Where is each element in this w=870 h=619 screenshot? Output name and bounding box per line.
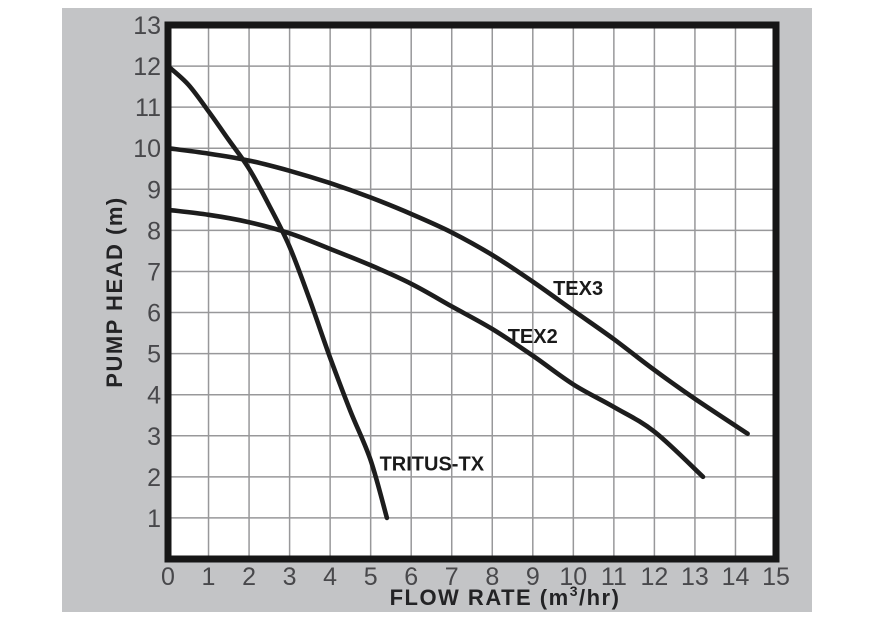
x-tick-label: 14	[722, 563, 750, 591]
y-axis-title: PUMP HEAD (m)	[102, 196, 127, 387]
curve-label-tritus-tx: TRITUS-TX	[380, 454, 485, 476]
y-tick-label: 2	[147, 464, 161, 492]
y-tick-label: 13	[133, 12, 161, 40]
curves	[165, 63, 750, 521]
plot-border	[164, 21, 780, 563]
x-tick-label: 13	[681, 563, 709, 591]
x-tick-label: 6	[404, 563, 418, 591]
x-tick-label: 11	[601, 563, 627, 591]
y-tick-label: 11	[135, 94, 161, 122]
y-tick-label: 5	[147, 341, 161, 369]
curve-labels: TRITUS-TX TEX2 TEX3	[380, 278, 604, 476]
x-tick-label: 2	[242, 563, 256, 591]
x-tick-label: 7	[445, 563, 459, 591]
y-tick-label: 10	[133, 135, 161, 163]
curve-tex3	[165, 145, 750, 436]
y-tick-label: 1	[147, 505, 161, 533]
curve-tex2	[165, 207, 706, 480]
y-tick-label: 3	[147, 423, 161, 451]
curve-tritus-tx	[165, 63, 390, 521]
x-tick-label: 4	[323, 563, 337, 591]
x-tick-labels: 0 1 2 3 4 5 6 7 8 9 10 11 12 13 14 15	[161, 563, 790, 591]
x-tick-label: 8	[485, 563, 499, 591]
x-tick-label: 5	[364, 563, 378, 591]
y-tick-label: 9	[147, 176, 161, 204]
x-tick-label: 15	[762, 563, 790, 591]
x-tick-label: 12	[640, 563, 668, 591]
y-tick-label: 7	[147, 259, 161, 287]
plot-area	[168, 25, 776, 559]
y-tick-label: 12	[133, 53, 161, 81]
curve-label-tex3: TEX3	[553, 278, 603, 300]
y-tick-label: 8	[147, 217, 161, 245]
x-tick-label: 1	[202, 563, 216, 591]
y-tick-label: 4	[147, 382, 161, 410]
x-tick-label: 3	[283, 563, 297, 591]
x-tick-label: 0	[161, 563, 175, 591]
figure-panel: TRITUS-TX TEX2 TEX3 0 1 2 3 4 5 6 7 8 9 10 11 12 13 14 15 1…	[62, 8, 812, 612]
x-tick-label: 9	[526, 563, 540, 591]
gridlines	[168, 25, 776, 559]
y-tick-label: 6	[147, 300, 161, 328]
x-axis-title: FLOW RATE (m3/hr)	[390, 583, 621, 610]
x-tick-label: 10	[559, 563, 587, 591]
curve-label-tex2: TEX2	[508, 326, 558, 348]
